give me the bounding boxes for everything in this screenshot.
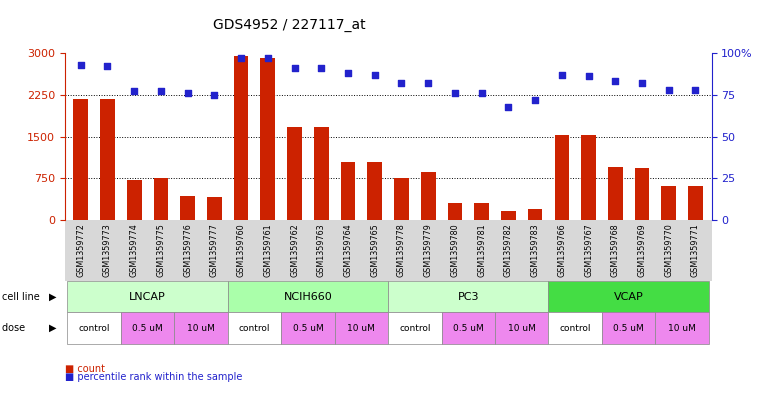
Text: GSM1359782: GSM1359782 (504, 224, 513, 277)
Text: GSM1359765: GSM1359765 (371, 224, 379, 277)
Bar (234, 56, 248, 220)
Text: GSM1359763: GSM1359763 (317, 224, 326, 277)
Text: GSM1359770: GSM1359770 (664, 224, 673, 277)
Text: GSM1359774: GSM1359774 (129, 224, 139, 277)
Text: GSM1359766: GSM1359766 (557, 224, 566, 277)
Point (315, 65, 327, 71)
Text: VCAP: VCAP (614, 292, 644, 302)
Text: control: control (78, 324, 110, 332)
Point (368, 72, 380, 78)
Text: LNCAP: LNCAP (129, 292, 166, 302)
Bar (154, 178, 168, 220)
Bar (341, 162, 355, 220)
Bar (260, 57, 275, 220)
Text: GSM1359781: GSM1359781 (477, 224, 486, 277)
Text: GDS4952 / 227117_at: GDS4952 / 227117_at (213, 18, 365, 32)
Text: NCIH660: NCIH660 (284, 292, 333, 302)
Point (288, 65, 301, 71)
Point (449, 90, 461, 96)
Point (128, 88, 140, 95)
Bar (688, 186, 703, 220)
Bar (287, 127, 302, 220)
Point (663, 86, 675, 93)
Bar (207, 196, 221, 220)
Point (582, 73, 594, 79)
Bar (635, 168, 649, 220)
Text: GSM1359773: GSM1359773 (103, 224, 112, 277)
Text: GSM1359772: GSM1359772 (76, 224, 85, 277)
Text: control: control (239, 324, 270, 332)
Text: 10 uM: 10 uM (668, 324, 696, 332)
Point (262, 55, 274, 61)
Text: GSM1359761: GSM1359761 (263, 224, 272, 277)
Bar (180, 196, 195, 220)
Text: GSM1359779: GSM1359779 (424, 224, 433, 277)
Text: dose: dose (2, 323, 27, 333)
Text: ▶: ▶ (49, 323, 57, 333)
Point (154, 88, 167, 95)
Text: GSM1359768: GSM1359768 (611, 224, 619, 277)
Text: GSM1359777: GSM1359777 (210, 224, 219, 277)
Bar (474, 203, 489, 220)
Text: 10 uM: 10 uM (348, 324, 375, 332)
Text: 10 uM: 10 uM (187, 324, 215, 332)
Bar (581, 136, 596, 220)
Text: control: control (399, 324, 431, 332)
Text: cell line: cell line (2, 292, 43, 302)
Text: GSM1359771: GSM1359771 (691, 224, 700, 277)
Text: GSM1359762: GSM1359762 (290, 224, 299, 277)
Text: ■ count: ■ count (65, 364, 105, 374)
Text: control: control (559, 324, 591, 332)
Point (476, 90, 488, 96)
Text: 0.5 uM: 0.5 uM (292, 324, 323, 332)
Text: GSM1359780: GSM1359780 (451, 224, 460, 277)
Bar (447, 204, 462, 220)
Point (75, 62, 87, 68)
Point (529, 97, 541, 103)
Text: GSM1359760: GSM1359760 (237, 224, 246, 277)
Point (235, 55, 247, 61)
Bar (608, 167, 622, 220)
Bar (528, 209, 543, 220)
Point (396, 80, 408, 86)
Text: GSM1359764: GSM1359764 (343, 224, 352, 277)
Text: GSM1359783: GSM1359783 (530, 224, 540, 277)
Bar (501, 211, 516, 220)
Text: 0.5 uM: 0.5 uM (453, 324, 484, 332)
Bar (73, 99, 88, 220)
Bar (100, 99, 115, 220)
Point (502, 103, 514, 110)
Text: GSM1359778: GSM1359778 (397, 224, 406, 277)
Bar (314, 127, 329, 220)
Point (342, 70, 354, 76)
Point (182, 90, 194, 96)
Point (610, 78, 622, 84)
Text: ■ percentile rank within the sample: ■ percentile rank within the sample (65, 372, 242, 382)
Text: 0.5 uM: 0.5 uM (132, 324, 163, 332)
Bar (394, 178, 409, 220)
Point (422, 80, 435, 86)
Text: 0.5 uM: 0.5 uM (613, 324, 644, 332)
Text: GSM1359769: GSM1359769 (638, 224, 647, 277)
Point (101, 63, 113, 70)
Point (209, 92, 221, 98)
Point (556, 72, 568, 78)
Text: GSM1359776: GSM1359776 (183, 224, 192, 277)
Bar (661, 186, 676, 220)
Bar (368, 162, 382, 220)
Text: 10 uM: 10 uM (508, 324, 536, 332)
Bar (127, 180, 142, 220)
Text: ▶: ▶ (49, 292, 57, 302)
Text: GSM1359775: GSM1359775 (157, 224, 165, 277)
Bar (555, 136, 569, 220)
Text: PC3: PC3 (457, 292, 479, 302)
Point (689, 86, 702, 93)
Text: GSM1359767: GSM1359767 (584, 224, 593, 277)
Bar (421, 172, 435, 220)
Point (636, 80, 648, 86)
